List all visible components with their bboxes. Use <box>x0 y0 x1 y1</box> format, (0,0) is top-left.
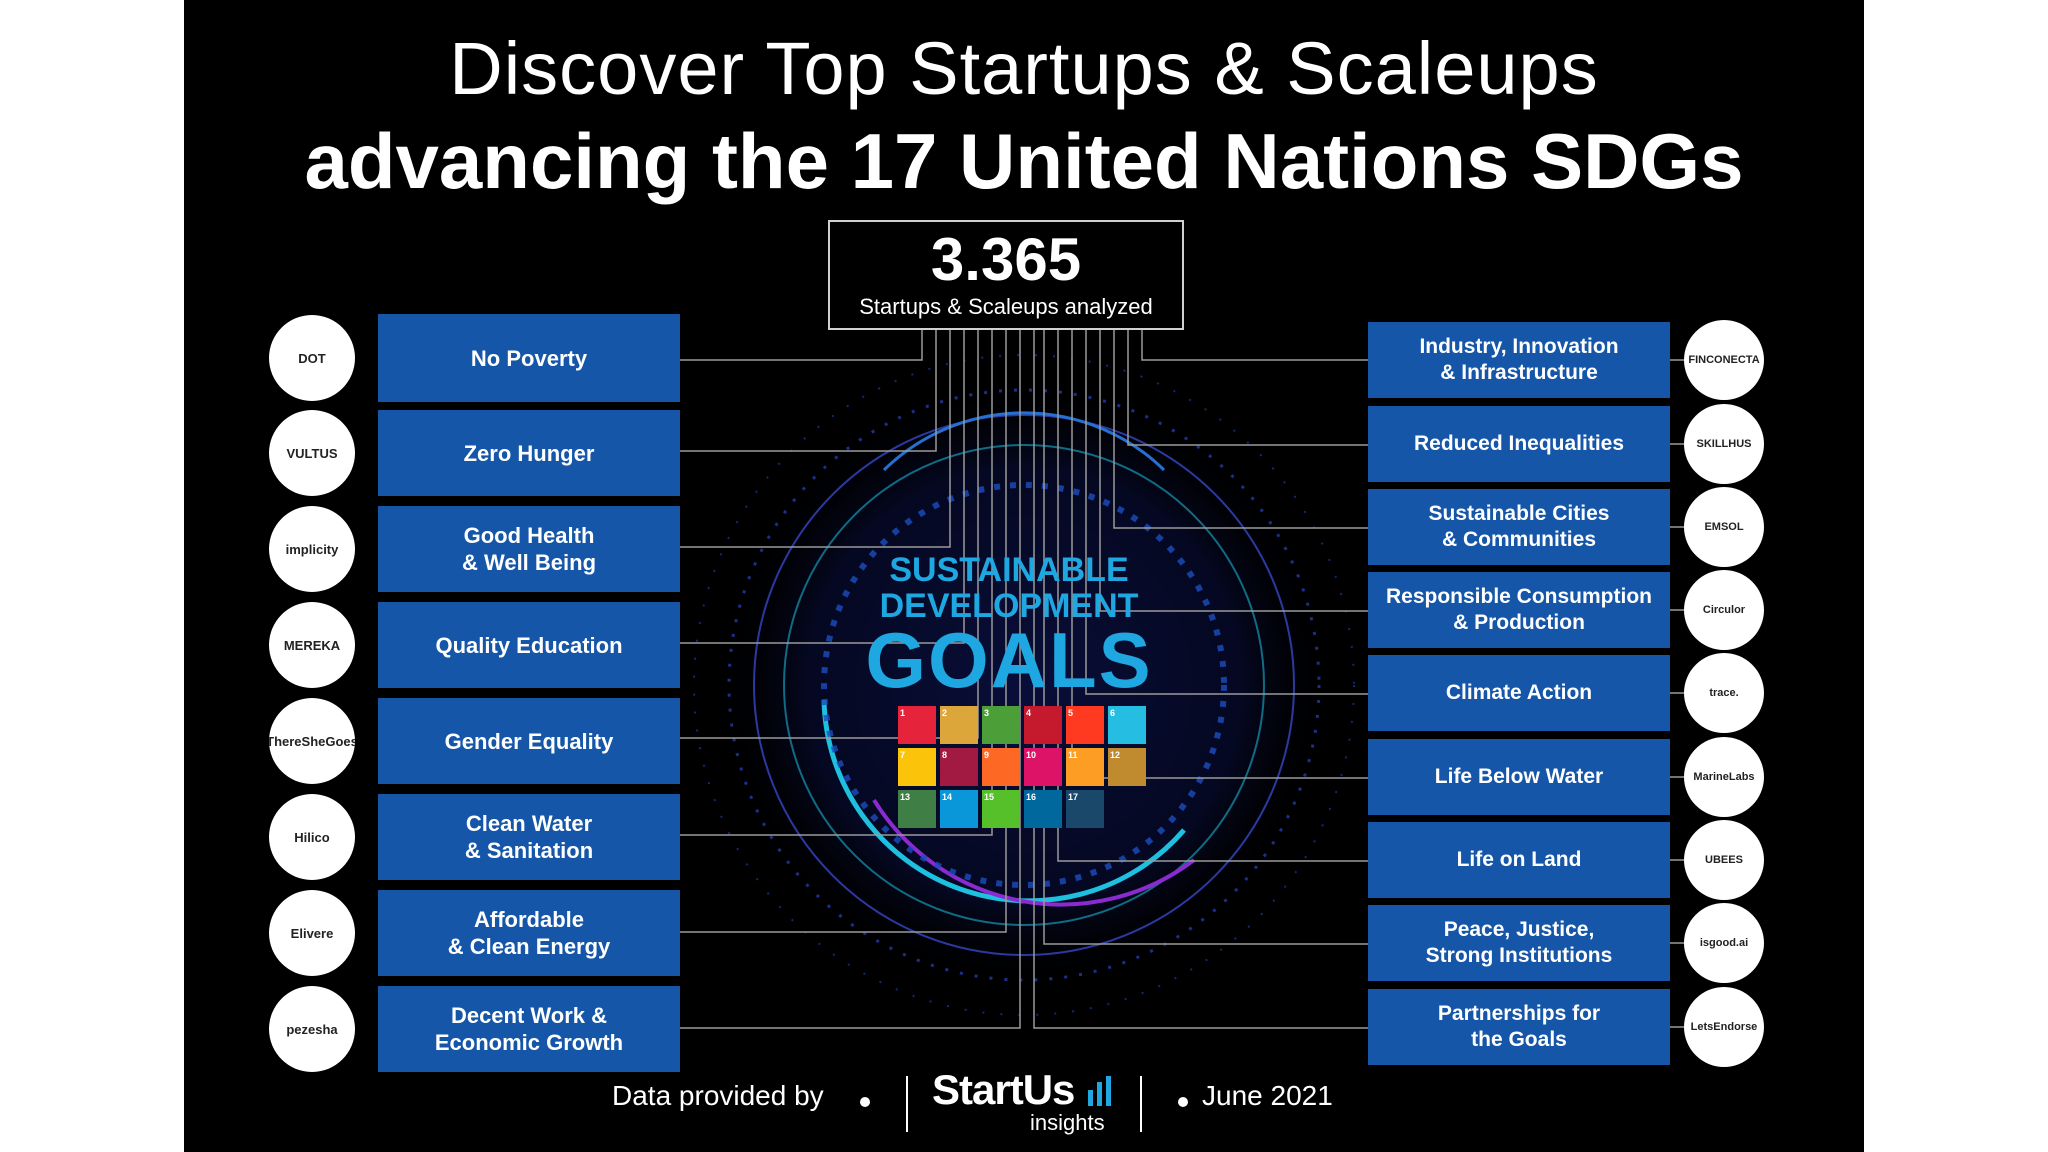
sdg-tile-8: 8 <box>940 748 978 786</box>
sdg-tile-6: 6 <box>1108 706 1146 744</box>
sdg-label-right-4: Responsible Consumption & Production <box>1368 572 1670 648</box>
startup-logo-right-8: isgood.ai <box>1684 903 1764 983</box>
sdg-label-left-1: No Poverty <box>378 314 680 402</box>
right-connectors <box>1033 330 1368 1029</box>
sdg-label-text: Life Below Water <box>1434 765 1604 788</box>
sdg-label-text: Climate Action <box>1445 681 1593 704</box>
startus-logo-subtext: insights <box>1030 1110 1105 1135</box>
ring-far <box>693 354 1355 1016</box>
ring-arc-teal <box>821 699 1186 904</box>
sdg-tile-2: 2 <box>940 706 978 744</box>
title-line-1: Discover Top Startups & Scaleups <box>449 27 1599 110</box>
sdg-label-left-6: Clean Water & Sanitation <box>378 794 680 880</box>
sdg-tile-15: 15 <box>982 790 1020 828</box>
sdg-label-text: Good Health & Well Being <box>461 523 597 575</box>
startup-logo-left-4: MEREKA <box>269 602 355 688</box>
startup-logo-right-1: FINCONECTA <box>1684 320 1764 400</box>
startup-logo-left-7: Elivere <box>269 890 355 976</box>
sdg-label-text: No Poverty <box>470 345 588 371</box>
bar-chart-icon <box>1088 1076 1111 1106</box>
footer-dot-right <box>1178 1097 1188 1107</box>
startup-logo-left-1: DOT <box>269 315 355 401</box>
sdg-label-right-5: Climate Action <box>1368 655 1670 731</box>
sdg-tile-12: 12 <box>1108 748 1146 786</box>
ring-outer <box>753 414 1295 956</box>
sdg-label-left-7: Affordable & Clean Energy <box>378 890 680 976</box>
footer-data-by: Data provided by <box>612 1080 824 1111</box>
footer-date: June 2021 <box>1202 1080 1333 1111</box>
sdg-label-text: Clean Water & Sanitation <box>464 811 594 863</box>
startup-logo-right-2: SKILLHUS <box>1684 404 1764 484</box>
startup-logo-right-7: UBEES <box>1684 820 1764 900</box>
sdg-label-left-8: Decent Work & Economic Growth <box>378 986 680 1072</box>
sdg-label-left-5: Gender Equality <box>378 698 680 784</box>
sdg-tile-3: 3 <box>982 706 1020 744</box>
footer-dot-left <box>860 1097 870 1107</box>
connector-lines <box>304 330 1684 1029</box>
sdg-label-text: Sustainable Cities & Communities <box>1428 502 1610 551</box>
stat-number: 3.365 <box>930 226 1082 293</box>
startup-logo-right-3: EMSOL <box>1684 487 1764 567</box>
sdg-tile-5: 5 <box>1066 706 1104 744</box>
sdg-tile-7: 7 <box>898 748 936 786</box>
sdg-tile-17: 17 <box>1066 790 1104 828</box>
sdg-label-right-3: Sustainable Cities & Communities <box>1368 489 1670 565</box>
sdg-tile-13: 13 <box>898 790 936 828</box>
startup-logo-right-6: MarineLabs <box>1684 737 1764 817</box>
stat-box: 3.365 Startups & Scaleups analyzed <box>828 220 1184 330</box>
sdg-label-right-1: Industry, Innovation & Infrastructure <box>1368 322 1670 398</box>
startup-logo-left-3: implicity <box>269 506 355 592</box>
sdg-tile-9: 9 <box>982 748 1020 786</box>
ring-inner-dashes <box>821 482 1227 888</box>
sdg-label-right-6: Life Below Water <box>1368 739 1670 815</box>
glow-disc <box>714 375 1334 995</box>
sdg-tile-11: 11 <box>1066 748 1104 786</box>
sdg-heading-line-1: SUSTAINABLE <box>889 551 1129 589</box>
sdg-heading-line-2: DEVELOPMENT <box>879 587 1139 625</box>
startup-logo-left-2: VULTUS <box>269 410 355 496</box>
sdg-label-right-8: Peace, Justice, Strong Institutions <box>1368 905 1670 981</box>
sdg-label-right-2: Reduced Inequalities <box>1368 406 1670 482</box>
ring-outer-dots <box>727 388 1321 982</box>
sdg-goals-word: GOALS <box>865 616 1153 704</box>
footer-divider-right <box>1140 1076 1142 1132</box>
ring-teal <box>783 444 1265 926</box>
startup-logo-left-8: pezesha <box>269 986 355 1072</box>
sdg-tile-16: 16 <box>1024 790 1062 828</box>
sdg-tile-10: 10 <box>1024 748 1062 786</box>
sdg-tile-1: 1 <box>898 706 936 744</box>
sdg-label-text: Decent Work & Economic Growth <box>434 1003 624 1055</box>
sdg-label-right-9: Partnerships for the Goals <box>1368 989 1670 1065</box>
sdg-label-text: Reduced Inequalities <box>1413 432 1625 455</box>
sdg-tile-4: 4 <box>1024 706 1062 744</box>
sdg-label-left-4: Quality Education <box>378 602 680 688</box>
ring-arc-top <box>882 411 1166 472</box>
left-connectors <box>680 330 1021 1029</box>
startup-logo-left-6: Hilico <box>269 794 355 880</box>
startup-logo-right-4: Circulor <box>1684 570 1764 650</box>
startup-logo-right-9: LetsEndorse <box>1684 987 1764 1067</box>
sdg-tile-14: 14 <box>940 790 978 828</box>
sdg-label-text: Peace, Justice, Strong Institutions <box>1425 918 1613 967</box>
sdg-label-text: Zero Hunger <box>463 440 595 466</box>
sdg-label-text: Responsible Consumption & Production <box>1385 585 1652 634</box>
sdg-label-text: Gender Equality <box>444 728 614 754</box>
sdg-label-text: Life on Land <box>1456 848 1582 871</box>
startup-logo-left-5: ThereSheGoes <box>269 698 355 784</box>
stat-label: Startups & Scaleups analyzed <box>859 294 1153 319</box>
title-line-2: advancing the 17 United Nations SDGs <box>304 117 1744 205</box>
startus-logo-text: StartUs <box>932 1066 1075 1113</box>
sdg-label-text: Industry, Innovation & Infrastructure <box>1419 335 1619 384</box>
sdg-label-right-7: Life on Land <box>1368 822 1670 898</box>
sdg-heading: SUSTAINABLE DEVELOPMENT <box>834 552 1184 624</box>
startup-logo-right-5: trace. <box>1684 653 1764 733</box>
footer-divider-left <box>906 1076 908 1132</box>
sdg-label-text: Affordable & Clean Energy <box>447 907 611 959</box>
sdg-label-left-2: Zero Hunger <box>378 410 680 496</box>
sdg-label-text: Partnerships for the Goals <box>1437 1002 1601 1051</box>
infographic-panel: Discover Top Startups & Scaleups advanci… <box>184 0 1864 1152</box>
sdg-label-left-3: Good Health & Well Being <box>378 506 680 592</box>
sdg-label-text: Quality Education <box>435 632 623 658</box>
